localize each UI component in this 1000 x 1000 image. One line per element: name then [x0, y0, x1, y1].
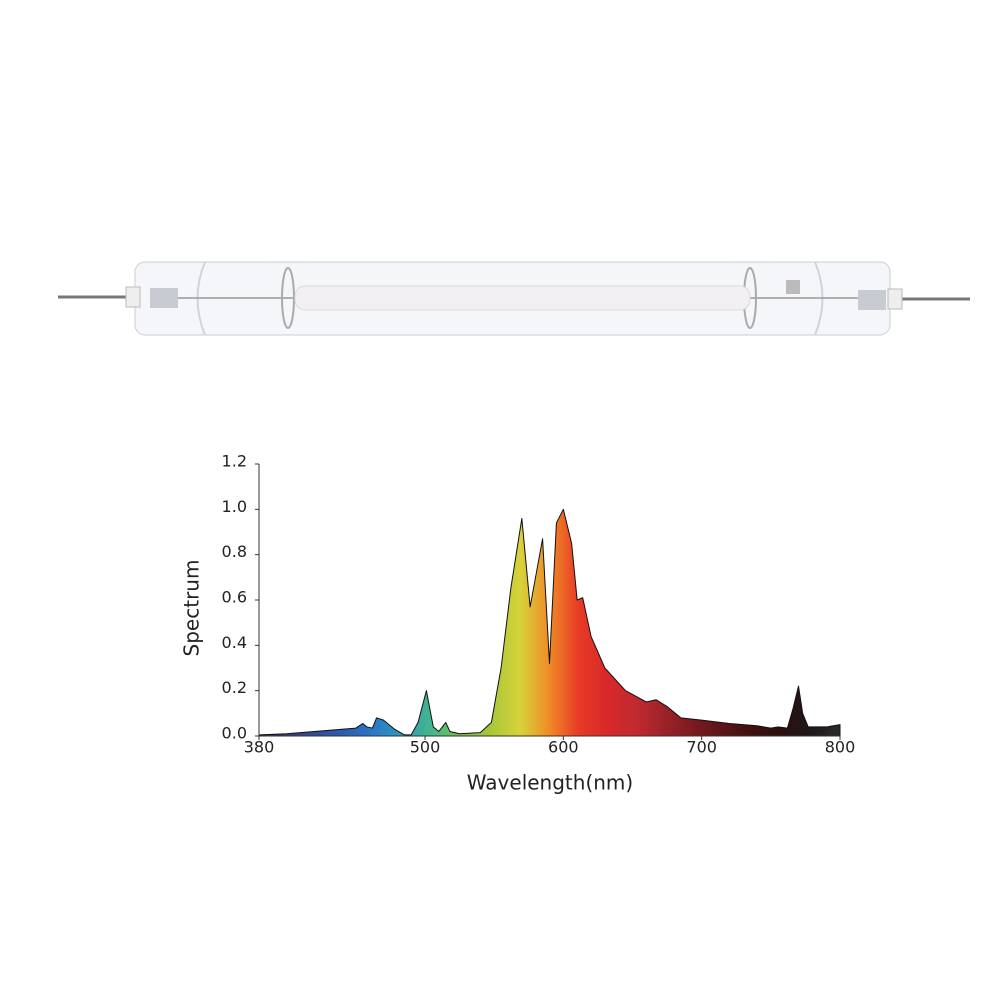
x-tick-label: 800: [825, 738, 856, 757]
y-tick-label: 1.2: [222, 452, 247, 471]
y-tick-label: 0.2: [222, 678, 247, 697]
x-axis-label: Wavelength(nm): [467, 771, 633, 795]
x-tick-label: 380: [244, 738, 275, 757]
y-tick-label: 0.8: [222, 542, 247, 561]
y-tick-label: 0.0: [222, 724, 247, 743]
end-cap: [125, 286, 141, 308]
x-tick-label: 700: [686, 738, 717, 757]
arc-tube: [294, 285, 751, 311]
y-tick-label: 0.6: [222, 588, 247, 607]
support-ring: [281, 267, 295, 329]
x-tick-label: 500: [410, 738, 441, 757]
x-tick-label: 600: [548, 738, 579, 757]
y-tick-label: 1.0: [222, 497, 247, 516]
lamp-image: [58, 261, 970, 336]
y-tick-label: 0.4: [222, 633, 247, 652]
spectrum-area: [258, 508, 841, 737]
getter: [786, 280, 800, 294]
end-cap: [887, 288, 903, 310]
foil-seal: [858, 290, 886, 310]
foil-seal: [150, 288, 178, 308]
y-axis-label: Spectrum: [180, 560, 204, 657]
